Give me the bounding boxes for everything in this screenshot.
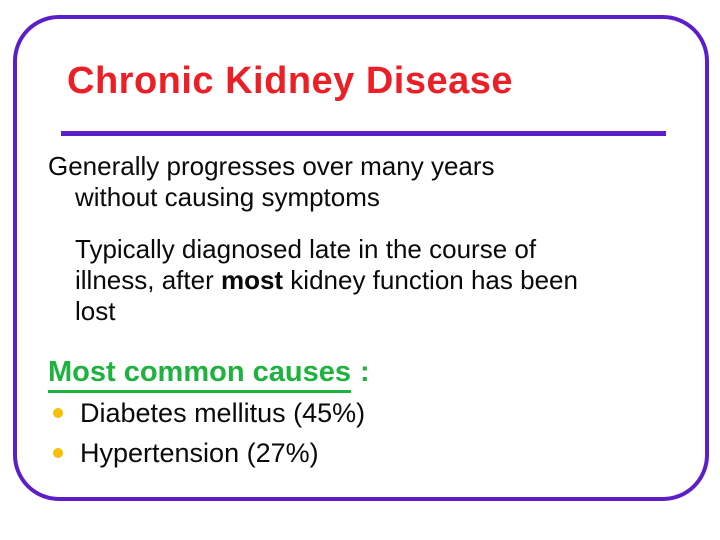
paragraph-line: lost [75,296,116,326]
list-item: Diabetes mellitus (45%) [53,396,365,430]
paragraph-line: without causing symptoms [75,182,380,212]
paragraph-line: illness, after most kidney function has … [75,265,578,296]
bullet-item-label: Diabetes mellitus (45%) [80,397,366,428]
emphasized-word: most [220,265,284,295]
circle-bullet-icon [53,408,63,418]
title-underline-divider [61,131,666,136]
causes-heading-colon: : [359,356,370,388]
paragraph-text-segment: illness, after [75,265,221,295]
paragraph-diagnosis: Typically diagnosed late in the course o… [75,234,578,327]
causes-section-heading: Most common causes: [48,356,370,393]
paragraph-line: Typically diagnosed late in the course o… [75,234,537,264]
list-item: Hypertension (27%) [53,436,319,470]
bullet-item-label: Hypertension (27%) [80,437,319,468]
paragraph-line: Generally progresses over many years [48,151,495,181]
slide-title: Chronic Kidney Disease [67,60,514,102]
paragraph-text-segment: kidney function has been [283,265,578,295]
causes-heading-text: Most common causes [48,356,351,393]
circle-bullet-icon [53,448,63,458]
paragraph-progression: Generally progresses over many years wit… [48,151,495,213]
slide-border-frame [13,15,709,501]
